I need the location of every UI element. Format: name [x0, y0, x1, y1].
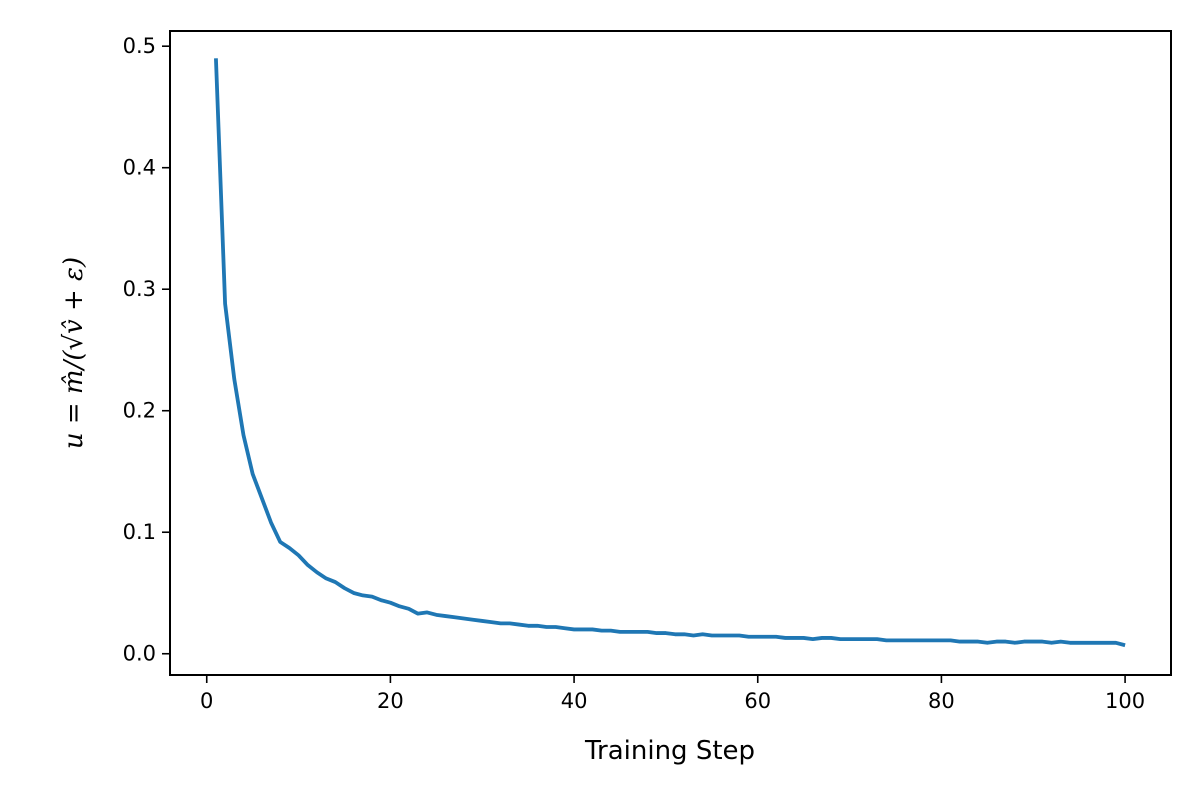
y-axis-label-text: u = m̂/(√v̂ + ε) [59, 257, 89, 449]
x-tick-label: 60 [744, 689, 771, 713]
y-axis: 0.0 0.1 0.2 0.3 0.4 0.5 [123, 34, 170, 666]
chart-plot-area [214, 58, 1126, 648]
y-tick-label: 0.5 [123, 34, 156, 58]
y-tick-label: 0.0 [123, 642, 156, 666]
svg-text:u = m̂/(√v̂ + ε): u = m̂/(√v̂ + ε) [59, 257, 89, 449]
y-tick-label: 0.4 [123, 156, 156, 180]
plot-frame [169, 30, 1172, 676]
x-tick-label: 80 [928, 689, 955, 713]
y-tick-label: 0.2 [123, 399, 156, 423]
x-tick-label: 0 [200, 689, 213, 713]
y-axis-label: u = m̂/(√v̂ + ε) [59, 257, 89, 449]
x-tick-label: 40 [561, 689, 588, 713]
x-axis: 0 20 40 60 80 100 [200, 675, 1145, 713]
x-tick-label: 20 [377, 689, 404, 713]
y-tick-label: 0.3 [123, 277, 156, 301]
y-tick-label: 0.1 [123, 520, 156, 544]
x-tick-label: 100 [1105, 689, 1145, 713]
series-line [214, 58, 1126, 648]
x-axis-label: Training Step [584, 736, 755, 766]
